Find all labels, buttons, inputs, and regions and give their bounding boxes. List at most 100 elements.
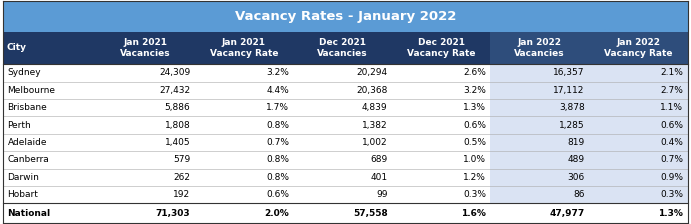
Text: 0.8%: 0.8% bbox=[266, 155, 289, 164]
Bar bbox=[293, 64, 392, 82]
Bar bbox=[293, 134, 392, 151]
Bar bbox=[589, 32, 688, 64]
Text: Jan 2022
Vacancy Rate: Jan 2022 Vacancy Rate bbox=[604, 38, 672, 58]
Bar bbox=[293, 168, 392, 186]
Bar bbox=[589, 134, 688, 151]
Text: 0.8%: 0.8% bbox=[266, 121, 289, 129]
Text: 192: 192 bbox=[173, 190, 190, 199]
Text: Canberra: Canberra bbox=[8, 155, 49, 164]
Bar bbox=[194, 168, 293, 186]
Text: 1,382: 1,382 bbox=[362, 121, 388, 129]
Bar bbox=[392, 168, 491, 186]
Bar bbox=[392, 134, 491, 151]
Text: 17,112: 17,112 bbox=[553, 86, 585, 95]
Text: Hobart: Hobart bbox=[8, 190, 39, 199]
Bar bbox=[293, 151, 392, 168]
Text: 1.1%: 1.1% bbox=[661, 103, 683, 112]
Text: 57,558: 57,558 bbox=[353, 209, 388, 218]
Bar bbox=[194, 99, 293, 116]
Bar bbox=[3, 203, 688, 223]
Bar bbox=[392, 82, 491, 99]
Text: 4.4%: 4.4% bbox=[266, 86, 289, 95]
Text: 489: 489 bbox=[568, 155, 585, 164]
Text: 1,285: 1,285 bbox=[559, 121, 585, 129]
Text: National: National bbox=[8, 209, 50, 218]
Text: 579: 579 bbox=[173, 155, 190, 164]
Text: 24,309: 24,309 bbox=[159, 68, 190, 77]
Bar bbox=[96, 134, 194, 151]
Text: 0.3%: 0.3% bbox=[463, 190, 486, 199]
Text: Jan 2021
Vacancies: Jan 2021 Vacancies bbox=[120, 38, 171, 58]
Text: 3.2%: 3.2% bbox=[266, 68, 289, 77]
Text: Sydney: Sydney bbox=[8, 68, 41, 77]
Bar bbox=[194, 116, 293, 134]
Bar bbox=[392, 64, 491, 82]
Text: City: City bbox=[7, 43, 27, 52]
Text: 0.7%: 0.7% bbox=[661, 155, 683, 164]
Text: 2.1%: 2.1% bbox=[661, 68, 683, 77]
Text: 0.9%: 0.9% bbox=[661, 173, 683, 182]
Bar bbox=[96, 168, 194, 186]
Bar bbox=[96, 64, 194, 82]
Text: 1,002: 1,002 bbox=[362, 138, 388, 147]
Bar bbox=[491, 32, 589, 64]
Text: 1.2%: 1.2% bbox=[463, 173, 486, 182]
Bar bbox=[194, 134, 293, 151]
Text: 27,432: 27,432 bbox=[159, 86, 190, 95]
Bar bbox=[3, 64, 96, 82]
Text: Darwin: Darwin bbox=[8, 173, 39, 182]
Text: 16,357: 16,357 bbox=[553, 68, 585, 77]
Text: Dec 2021
Vacancies: Dec 2021 Vacancies bbox=[317, 38, 368, 58]
Bar bbox=[3, 134, 96, 151]
Bar bbox=[3, 99, 96, 116]
Bar bbox=[293, 186, 392, 203]
Text: 0.6%: 0.6% bbox=[266, 190, 289, 199]
Bar bbox=[3, 116, 96, 134]
Bar bbox=[96, 116, 194, 134]
Text: 20,294: 20,294 bbox=[357, 68, 388, 77]
Bar bbox=[589, 99, 688, 116]
Bar bbox=[96, 186, 194, 203]
Text: 1.0%: 1.0% bbox=[463, 155, 486, 164]
Bar bbox=[293, 116, 392, 134]
Bar bbox=[3, 1, 688, 32]
Text: 1.3%: 1.3% bbox=[659, 209, 683, 218]
Bar bbox=[392, 151, 491, 168]
Bar bbox=[293, 99, 392, 116]
Text: 689: 689 bbox=[370, 155, 388, 164]
Bar bbox=[194, 64, 293, 82]
Text: 2.6%: 2.6% bbox=[463, 68, 486, 77]
Bar bbox=[293, 82, 392, 99]
Text: 3.2%: 3.2% bbox=[463, 86, 486, 95]
Text: 1,808: 1,808 bbox=[164, 121, 190, 129]
Bar bbox=[491, 82, 589, 99]
Text: 0.3%: 0.3% bbox=[661, 190, 683, 199]
Bar bbox=[589, 186, 688, 203]
Bar bbox=[491, 99, 589, 116]
Text: 20,368: 20,368 bbox=[356, 86, 388, 95]
Text: 1.3%: 1.3% bbox=[463, 103, 486, 112]
Bar bbox=[392, 186, 491, 203]
Text: 306: 306 bbox=[567, 173, 585, 182]
Text: 4,839: 4,839 bbox=[362, 103, 388, 112]
Text: 3,878: 3,878 bbox=[559, 103, 585, 112]
Text: Jan 2022
Vacancies: Jan 2022 Vacancies bbox=[514, 38, 565, 58]
Text: 86: 86 bbox=[574, 190, 585, 199]
Bar bbox=[194, 82, 293, 99]
Bar bbox=[194, 186, 293, 203]
Bar bbox=[491, 151, 589, 168]
Bar bbox=[491, 64, 589, 82]
Bar bbox=[3, 168, 96, 186]
Bar bbox=[96, 99, 194, 116]
Text: 401: 401 bbox=[370, 173, 388, 182]
Bar bbox=[491, 116, 589, 134]
Text: 0.5%: 0.5% bbox=[463, 138, 486, 147]
Text: Perth: Perth bbox=[8, 121, 31, 129]
Text: 0.6%: 0.6% bbox=[463, 121, 486, 129]
Bar bbox=[491, 186, 589, 203]
Bar bbox=[194, 151, 293, 168]
Text: 5,886: 5,886 bbox=[164, 103, 190, 112]
Text: 1.6%: 1.6% bbox=[462, 209, 486, 218]
Text: 819: 819 bbox=[567, 138, 585, 147]
Text: 2.0%: 2.0% bbox=[264, 209, 289, 218]
